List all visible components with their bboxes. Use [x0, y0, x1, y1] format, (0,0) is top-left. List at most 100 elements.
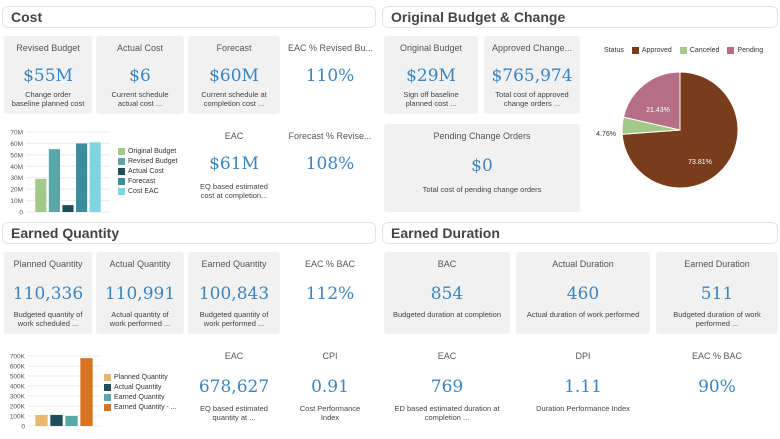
tile-title: Actual Cost [116, 43, 164, 53]
tile-approved-change[interactable]: Approved Change... $765,974 Total cost o… [484, 36, 580, 114]
legend-item: Revised Budget [118, 156, 177, 166]
section-title-earned-duration: Earned Duration [382, 222, 778, 244]
tile-title: BAC [437, 259, 457, 269]
tile-desc: Actual duration of work performed [526, 310, 640, 319]
legend-item: Original Budget [118, 146, 177, 156]
legend-swatch [118, 177, 125, 185]
pie-slice-pending [622, 71, 681, 131]
tile-title: EAC % BAC [691, 351, 742, 361]
legend-swatch [118, 167, 125, 175]
tile-desc: Current schedule actual cost ... [111, 90, 169, 108]
y-tick-label: 500K [10, 374, 26, 381]
tile-value: $6 [129, 66, 151, 86]
legend-swatch [727, 47, 735, 54]
tile-actual-duration[interactable]: Actual Duration 460 Actual duration of w… [516, 252, 650, 334]
tile-desc: Change order baseline planned cost [11, 90, 85, 108]
tile-value: 90% [698, 377, 736, 397]
tile-planned-quantity[interactable]: Planned Quantity 110,336 Budgeted quanti… [4, 252, 92, 334]
legend-label: Earned Quantity [114, 393, 165, 401]
tile-desc: ED based estimated duration at completion… [394, 404, 500, 422]
tile-title: Actual Duration [552, 259, 614, 269]
legend-item: Forecast [118, 176, 177, 186]
tile-title: EAC [437, 351, 457, 361]
tile-value: 854 [430, 284, 464, 304]
tile-title: Earned Quantity [201, 259, 267, 269]
bar-1 [35, 414, 48, 426]
status-pie-legend: Status Approved Canceled Pending [604, 47, 763, 54]
legend-item: Actual Cost [118, 166, 177, 176]
tile-value: $60M [209, 66, 259, 86]
tile-value: $0 [471, 156, 493, 176]
tile-title: Actual Quantity [109, 259, 171, 269]
y-tick-label: 60M [10, 141, 23, 148]
y-tick-label: 700K [10, 354, 26, 361]
bar-4 [80, 358, 93, 426]
tile-actual-quantity[interactable]: Actual Quantity 110,991 Actual quantity … [96, 252, 184, 334]
tile-desc: EQ based estimated cost at completion... [200, 182, 268, 200]
tile-desc: Budgeted quantity of work scheduled ... [13, 310, 83, 328]
tile-title: Revised Budget [16, 43, 80, 53]
legend-swatch [118, 187, 125, 195]
legend-swatch [679, 47, 687, 54]
tile-cpi[interactable]: CPI 0.91 Cost Performance Index [284, 344, 376, 430]
legend-swatch [118, 157, 125, 165]
y-tick-label: 20M [10, 187, 23, 194]
legend-swatch [104, 383, 111, 391]
tile-value: 110% [305, 66, 355, 86]
tile-desc: Budgeted duration at completion [393, 310, 501, 319]
y-tick-label: 40M [10, 164, 23, 171]
bar-5 [89, 142, 101, 212]
tile-forecast-pct-revised[interactable]: Forecast % Revise... 108% [284, 124, 376, 210]
tile-revised-budget[interactable]: Revised Budget $55M Change order baseline… [4, 36, 92, 114]
legend-item: Earned Quantity [104, 392, 177, 402]
legend-swatch [104, 373, 111, 381]
tile-earned-quantity[interactable]: Earned Quantity 100,843 Budgeted quantit… [188, 252, 280, 334]
tile-title: Earned Duration [684, 259, 750, 269]
tile-eac-cost[interactable]: EAC $61M EQ based estimated cost at compl… [188, 124, 280, 210]
tile-ed-eac-pct-bac[interactable]: EAC % BAC 90% [656, 344, 778, 430]
bar-4 [76, 143, 88, 212]
tile-value: 769 [430, 377, 464, 397]
tile-ed-eac[interactable]: EAC 769 ED based estimated duration at co… [384, 344, 510, 430]
pie-value-label: 73.81% [688, 159, 712, 166]
cost-bar-chart: 0 10M 20M 30M 40M 50M 60M 70M [10, 130, 110, 217]
tile-eac-pct-revised-budget[interactable]: EAC % Revised Bu... 110% [284, 36, 376, 114]
tile-value: $29M [406, 66, 456, 86]
tile-desc: Budgeted quantity of work performed ... [199, 310, 269, 328]
legend-title: Status [604, 47, 624, 54]
pie-value-label: 4.76% [596, 131, 616, 138]
legend-label: Revised Budget [128, 157, 178, 165]
tile-desc: Cost Performance Index [299, 404, 361, 422]
tile-title: EAC [224, 131, 244, 141]
tile-actual-cost[interactable]: Actual Cost $6 Current schedule actual co… [96, 36, 184, 114]
earned-quantity-chart-legend: Planned Quantity Actual Quantity Earned Qu… [104, 372, 177, 412]
tile-earned-duration[interactable]: Earned Duration 511 Budgeted duration of… [656, 252, 778, 334]
tile-bac[interactable]: BAC 854 Budgeted duration at completion [384, 252, 510, 334]
tile-eq-eac[interactable]: EAC 678,627 EQ based estimated quantity a… [188, 344, 280, 430]
y-tick-label: 100K [10, 414, 26, 421]
tile-title: Approved Change... [491, 43, 573, 53]
tile-title: Planned Quantity [13, 259, 83, 269]
section-title-budget-change: Original Budget & Change [382, 6, 778, 28]
tile-desc: EQ based estimated quantity at ... [200, 404, 268, 422]
tile-title: Original Budget [399, 43, 463, 53]
tile-title: EAC % Revised Bu... [288, 43, 374, 53]
legend-swatch [118, 147, 125, 155]
tile-eq-eac-pct-bac[interactable]: EAC % BAC 112% [284, 252, 376, 334]
tile-pending-change-orders[interactable]: Pending Change Orders $0 Total cost of p… [384, 124, 580, 212]
legend-item: Earned Quantity - ... [104, 402, 177, 412]
tile-desc: Current schedule at completion cost ... [201, 90, 267, 108]
tile-desc: Total cost of approved change orders ... [495, 90, 569, 108]
tile-title: Forecast [216, 43, 252, 53]
tile-original-budget[interactable]: Original Budget $29M Sign off baseline pl… [384, 36, 478, 114]
tile-value: 460 [566, 284, 600, 304]
tile-value: 110,991 [104, 284, 176, 304]
tile-title: DPI [575, 351, 591, 361]
tile-forecast[interactable]: Forecast $60M Current schedule at complet… [188, 36, 280, 114]
legend-label: Cost EAC [128, 187, 159, 195]
bar-2 [50, 414, 63, 426]
tile-value: 0.91 [311, 377, 349, 397]
legend-item: Planned Quantity [104, 372, 177, 382]
bar-3 [65, 415, 78, 426]
tile-dpi[interactable]: DPI 1.11 Duration Performance Index [516, 344, 650, 430]
